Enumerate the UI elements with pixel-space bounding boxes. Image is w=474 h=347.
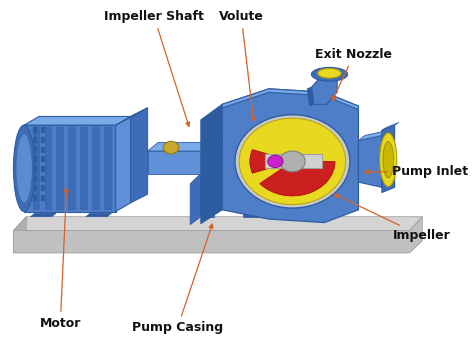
Polygon shape — [382, 122, 399, 130]
Polygon shape — [41, 137, 46, 143]
Ellipse shape — [16, 134, 32, 203]
Polygon shape — [33, 127, 37, 133]
Ellipse shape — [383, 142, 393, 178]
Polygon shape — [244, 210, 307, 217]
Circle shape — [268, 155, 283, 168]
Polygon shape — [41, 195, 46, 201]
Polygon shape — [56, 127, 64, 210]
Wedge shape — [260, 161, 335, 196]
Text: Motor: Motor — [40, 188, 81, 330]
Polygon shape — [307, 87, 314, 106]
Polygon shape — [41, 146, 46, 153]
Polygon shape — [33, 146, 37, 153]
Polygon shape — [222, 89, 358, 222]
Polygon shape — [201, 104, 222, 223]
Polygon shape — [116, 108, 147, 125]
Polygon shape — [24, 117, 130, 125]
Polygon shape — [358, 130, 388, 141]
Text: Exit Nozzle: Exit Nozzle — [316, 48, 392, 101]
Polygon shape — [147, 142, 224, 151]
Circle shape — [235, 115, 350, 208]
Polygon shape — [265, 154, 322, 168]
Polygon shape — [92, 127, 100, 210]
Text: Volute: Volute — [219, 10, 264, 121]
Polygon shape — [80, 127, 88, 210]
Ellipse shape — [318, 68, 341, 78]
Polygon shape — [33, 185, 37, 192]
Polygon shape — [24, 125, 116, 212]
Polygon shape — [86, 213, 111, 217]
Text: Impeller: Impeller — [335, 194, 450, 242]
Polygon shape — [41, 185, 46, 192]
Polygon shape — [30, 213, 56, 217]
Ellipse shape — [13, 125, 35, 212]
Polygon shape — [311, 75, 337, 104]
Polygon shape — [190, 174, 201, 225]
Polygon shape — [41, 156, 46, 162]
Polygon shape — [201, 174, 214, 217]
Ellipse shape — [311, 67, 347, 81]
Polygon shape — [13, 217, 422, 253]
Polygon shape — [33, 176, 37, 182]
Text: Pump Casing: Pump Casing — [132, 224, 223, 335]
Circle shape — [164, 141, 179, 154]
Ellipse shape — [380, 133, 397, 186]
Polygon shape — [45, 127, 52, 210]
Polygon shape — [33, 195, 37, 201]
Polygon shape — [41, 176, 46, 182]
Circle shape — [280, 151, 305, 172]
Polygon shape — [33, 137, 37, 143]
Polygon shape — [116, 117, 130, 212]
Text: Pump Inlet: Pump Inlet — [365, 165, 469, 178]
Polygon shape — [33, 127, 40, 210]
Polygon shape — [104, 127, 112, 210]
Polygon shape — [13, 217, 422, 230]
Text: Impeller Shaft: Impeller Shaft — [104, 10, 204, 126]
Polygon shape — [382, 125, 395, 193]
Polygon shape — [147, 151, 214, 174]
Polygon shape — [33, 156, 37, 162]
Polygon shape — [13, 217, 26, 253]
Circle shape — [239, 118, 346, 205]
Polygon shape — [41, 166, 46, 172]
Polygon shape — [130, 108, 147, 203]
Polygon shape — [68, 127, 76, 210]
Polygon shape — [358, 135, 382, 187]
Polygon shape — [41, 127, 46, 133]
Polygon shape — [33, 166, 37, 172]
Wedge shape — [250, 150, 292, 173]
Polygon shape — [222, 89, 358, 110]
